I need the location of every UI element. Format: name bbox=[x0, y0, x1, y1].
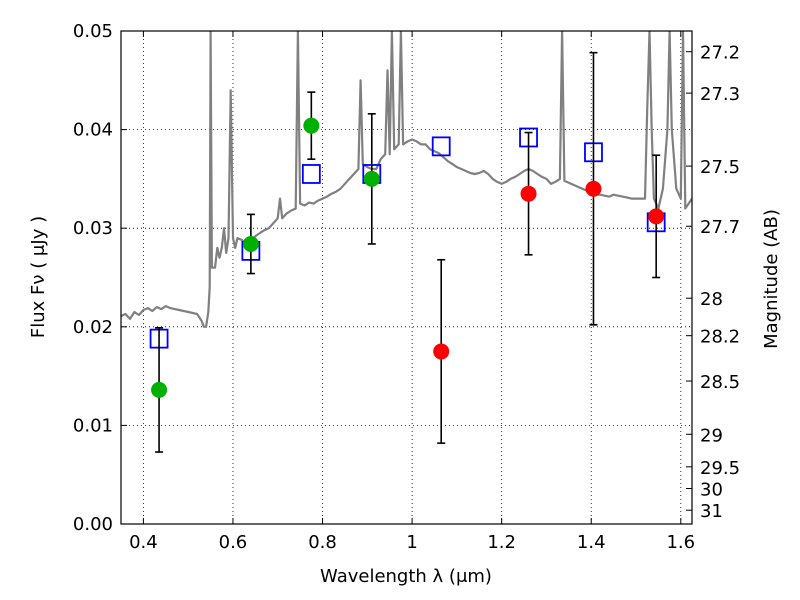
observed-flux-point bbox=[585, 180, 602, 197]
right-tick-label: 28 bbox=[700, 289, 723, 310]
right-tick-label: 27.7 bbox=[700, 217, 740, 238]
y-tick-label: 0.00 bbox=[73, 514, 113, 535]
y-tick-label: 0.01 bbox=[73, 415, 113, 436]
right-tick-label: 31 bbox=[700, 501, 723, 522]
observed-flux-point bbox=[520, 185, 537, 202]
y-tick-label: 0.02 bbox=[73, 317, 113, 338]
observed-flux-point bbox=[303, 117, 320, 134]
right-tick-label: 30 bbox=[700, 480, 723, 501]
plot-background bbox=[121, 31, 692, 524]
y-axis-label: Flux Fν ( μJy ) bbox=[28, 216, 49, 338]
right-tick-label: 27.2 bbox=[700, 43, 740, 64]
x-tick-label: 1.6 bbox=[666, 532, 695, 553]
right-tick-label: 29.5 bbox=[700, 458, 740, 479]
x-tick-label: 1 bbox=[406, 532, 417, 553]
model-flux-square bbox=[301, 164, 321, 184]
plot-frame bbox=[120, 30, 693, 525]
right-tick-label: 28.5 bbox=[700, 372, 740, 393]
x-tick-label: 0.6 bbox=[219, 532, 248, 553]
right-tick-label: 29 bbox=[700, 425, 723, 446]
y-tick-label: 0.03 bbox=[73, 218, 113, 239]
y-axis-right-label: Magnitude (AB) bbox=[761, 209, 782, 349]
x-tick-label: 0.4 bbox=[129, 532, 158, 553]
x-tick-label: 1.4 bbox=[577, 532, 606, 553]
model-flux-square bbox=[431, 136, 451, 157]
observed-flux-point bbox=[363, 170, 380, 187]
observed-flux-point bbox=[151, 381, 168, 398]
x-tick-label: 1.2 bbox=[487, 532, 516, 553]
axis-ticks: 0.4 0.6 0.8 1 1.2 1.4 1.6 0.00 0.01 0.02 0.03 0.04 0… bbox=[73, 21, 740, 553]
observed-flux-point bbox=[648, 208, 665, 225]
y-tick-label: 0.04 bbox=[73, 120, 113, 141]
observed-flux-point bbox=[242, 235, 259, 252]
right-tick-label: 28.2 bbox=[700, 327, 740, 348]
right-tick-label: 27.3 bbox=[700, 84, 740, 105]
observed-flux-point bbox=[433, 343, 450, 360]
data-layer bbox=[121, 31, 692, 453]
x-tick-label: 0.8 bbox=[308, 532, 337, 553]
right-tick-label: 27.5 bbox=[700, 157, 740, 178]
x-axis-label: Wavelength λ (μm) bbox=[320, 566, 492, 587]
y-tick-label: 0.05 bbox=[73, 21, 113, 42]
